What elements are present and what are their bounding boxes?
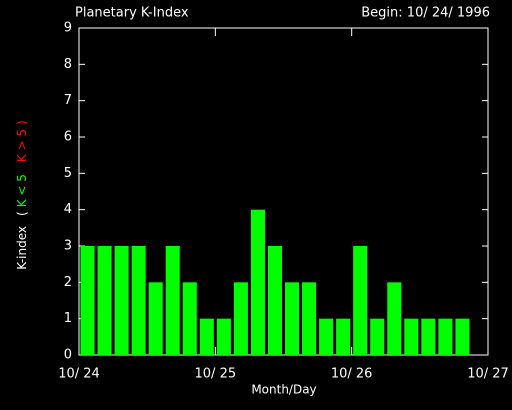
y-tick-label: 0 — [64, 348, 72, 363]
bar — [455, 318, 470, 355]
bar — [438, 318, 453, 355]
legend-bracket: ( — [15, 211, 29, 216]
bar — [80, 246, 95, 355]
bar — [387, 282, 402, 355]
bar — [319, 318, 334, 355]
bar — [302, 282, 317, 355]
legend-entry: K < 5 — [15, 174, 29, 207]
bar — [353, 246, 368, 355]
bar — [131, 246, 146, 355]
bar — [114, 246, 129, 355]
y-tick-label: 1 — [64, 311, 72, 326]
bar — [267, 246, 282, 355]
chart-subtitle: Begin: 10/ 24/ 1996 — [361, 6, 490, 21]
bar — [421, 318, 436, 355]
legend-entry: K > 5 — [15, 129, 29, 162]
y-tick-label: 5 — [64, 166, 72, 181]
bar — [182, 282, 197, 355]
y-tick-label: 6 — [64, 130, 72, 145]
chart-title: Planetary K-Index — [75, 6, 189, 21]
y-tick-label: 4 — [64, 202, 72, 217]
bar — [404, 318, 419, 355]
bar — [370, 318, 385, 355]
y-tick-label: 8 — [64, 57, 72, 72]
y-axis-label: K-index — [15, 226, 29, 270]
x-tick-label: 10/ 27 — [467, 367, 509, 382]
x-tick-label: 10/ 24 — [58, 367, 100, 382]
x-tick-label: 10/ 26 — [331, 367, 373, 382]
plot-frame — [78, 27, 489, 356]
x-axis-label: Month/Day — [251, 383, 316, 397]
bar — [165, 246, 180, 355]
y-tick-label: 7 — [64, 93, 72, 108]
bar — [233, 282, 248, 355]
bar — [216, 318, 231, 355]
bar — [285, 282, 300, 355]
bar — [97, 246, 112, 355]
bar — [148, 282, 163, 355]
bar — [250, 209, 265, 355]
bar — [336, 318, 351, 355]
y-tick-label: 3 — [64, 239, 72, 254]
y-axis-label-group: K-index ( K < 5 K > 5) — [15, 120, 29, 270]
bar — [199, 318, 214, 355]
y-tick-label: 2 — [64, 275, 72, 290]
y-tick-label: 9 — [64, 21, 72, 36]
legend-bracket: ) — [15, 120, 29, 125]
x-tick-label: 10/ 25 — [195, 367, 237, 382]
